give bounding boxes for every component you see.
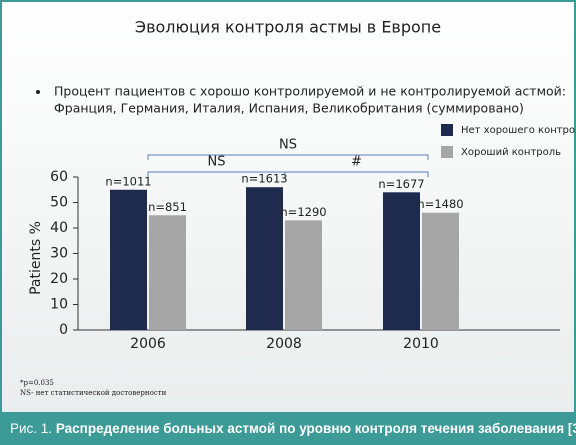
bar: [246, 187, 283, 330]
chart-title: Эволюция контроля астмы в Европе: [135, 18, 441, 37]
x-tick-label: 2008: [266, 336, 302, 352]
bar: [285, 220, 322, 330]
bracket-label: NS: [208, 155, 226, 170]
caption-bar: [0, 412, 576, 445]
bullet: [36, 90, 40, 94]
bracket: [284, 171, 429, 177]
footnote: NS- нет статистической достоверности: [20, 389, 167, 397]
y-axis-label: Patients %: [28, 221, 44, 295]
y-tick-label: 10: [50, 297, 68, 313]
legend-label: Нет хорошего контроля: [461, 125, 576, 136]
bar: [110, 189, 147, 330]
bracket: [147, 154, 429, 160]
sample-label: n=1011: [105, 174, 151, 188]
caption-prefix: Рис. 1.: [10, 421, 52, 436]
y-tick-label: 20: [50, 271, 68, 287]
caption-text: Распределение больных астмой по уровню к…: [56, 421, 576, 436]
y-tick-label: 0: [59, 322, 68, 338]
y-tick-label: 60: [50, 169, 68, 185]
y-tick-label: 30: [50, 246, 68, 262]
sample-label: n=1613: [241, 172, 287, 186]
sample-label: n=1677: [378, 177, 424, 191]
bar: [422, 212, 459, 330]
sample-label: n=851: [148, 200, 187, 214]
legend-label: Хороший контроль: [461, 147, 561, 158]
bracket-label: NS: [279, 138, 297, 153]
x-tick-label: 2010: [403, 336, 439, 352]
sample-label: n=1480: [417, 197, 463, 211]
legend-swatch: [441, 124, 453, 136]
y-tick-label: 50: [50, 195, 68, 211]
sample-label: n=1290: [280, 205, 326, 219]
bar: [149, 215, 186, 330]
x-tick-label: 2006: [130, 336, 166, 352]
footnote: *p=0.035: [20, 379, 54, 387]
y-tick-label: 40: [50, 220, 68, 236]
subtitle: Франция, Германия, Италия, Испания, Вели…: [54, 101, 524, 116]
bracket-label: #: [351, 155, 362, 170]
legend-swatch: [441, 146, 453, 158]
bar: [383, 192, 420, 330]
caption: Рис. 1. Распределение больных астмой по …: [10, 421, 576, 436]
subtitle: Процент пациентов с хорошо контролируемо…: [54, 84, 566, 99]
